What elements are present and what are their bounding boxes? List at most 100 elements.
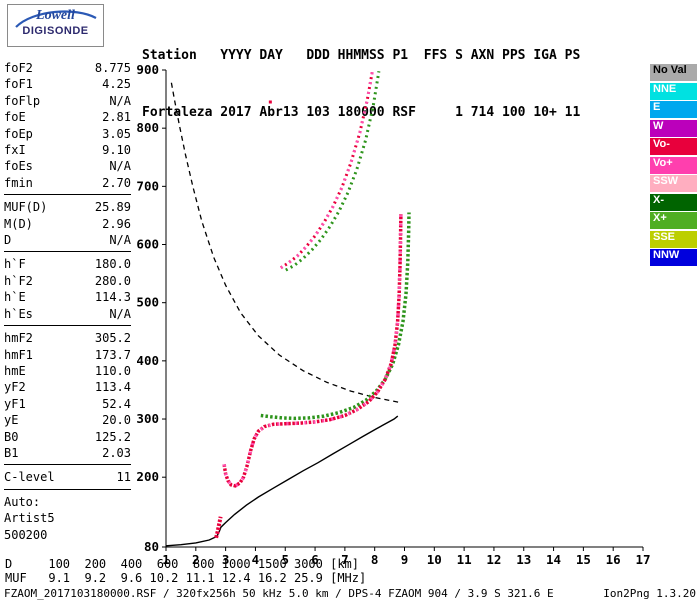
param-value: 25.89 [94,200,131,215]
x-tick-label: 3 [222,552,230,567]
legend-item-vo+: Vo+ [650,156,697,174]
param-row: C-level 11 [4,469,131,485]
x-tick-label: 10 [427,552,442,567]
param-value: 2.03 [102,445,131,460]
param-label: yF1 [4,396,26,411]
param-label: B0 [4,429,19,444]
param-row: yF1 52.4 [4,396,131,412]
param-row: hmE 110.0 [4,363,131,379]
param-label: D [4,233,12,248]
param-label: hmE [4,363,26,378]
x-tick-label: 16 [606,552,621,567]
x-tick-label: 9 [401,552,409,567]
param-row: fxI 9.10 [4,142,131,158]
param-panel: foF2 8.775 foF1 4.25 foFlp N/A foE 2.81 foEp 3.05… [4,60,131,543]
param-row: foEp 3.05 [4,126,131,142]
second-hop-x [285,70,381,272]
param-row: foEs N/A [4,158,131,174]
param-row: B1 2.03 [4,445,131,461]
transmission-curve [170,82,399,403]
echo-dot [268,100,272,104]
y-tick-label: 80 [144,539,159,554]
param-row: h`F 180.0 [4,256,131,272]
y-tick-label: 400 [136,353,159,368]
param-row: foFlp N/A [4,93,131,109]
y-tick-label: 200 [136,469,159,484]
param-footer-line: Artist5 [4,511,55,526]
param-value: 20.0 [102,413,131,428]
legend-item-x+: X+ [650,212,697,229]
param-label: h`F2 [4,273,33,288]
x-tick-label: 5 [281,552,289,567]
logo-product: DIGISONDE [22,25,89,37]
param-row: h`Es N/A [4,306,131,322]
logo-brand: Lowell [36,8,75,23]
param-footer-line: Auto: [4,494,41,509]
param-value: 2.81 [102,110,131,125]
second-hop-o [279,69,375,270]
param-value: 3.05 [102,126,131,141]
range-muf-table: D 100 200 400 600 800 1000 1500 3000 [km… [5,557,366,585]
station-header: Station YYYY DAY DDD HHMMSS P1 FFS S AXN… [142,8,580,160]
param-value: 173.7 [94,347,131,362]
x-tick-label: 8 [371,552,379,567]
param-row: yE 20.0 [4,412,131,428]
second-hop-pink-overlay [279,69,375,270]
x-tick-label: 7 [341,552,349,567]
x-tick-label: 13 [516,552,531,567]
param-row: foF1 4.25 [4,76,131,92]
logo-arc-icon [15,10,97,28]
param-footer-line: 500200 [4,527,48,542]
e-trace [214,516,223,539]
legend-item-w: W [650,119,697,137]
param-row: fmin 2.70 [4,175,131,191]
param-value: 113.4 [94,380,131,395]
status-left: FZAOM_2017103180000.RSF / 320fx256h 50 k… [4,587,554,600]
param-label: hmF2 [4,331,33,346]
param-value: N/A [109,159,131,174]
param-value: 2.70 [102,175,131,190]
param-label: h`F [4,257,26,272]
param-label: foF1 [4,77,33,92]
param-label: hmF1 [4,347,33,362]
param-row: h`E 114.3 [4,289,131,305]
param-label: MUF(D) [4,200,48,215]
param-label: M(D) [4,216,33,231]
param-value: 11 [116,470,131,485]
header-line-2: Fortaleza 2017 Abr13 103 180000 RSF 1 71… [142,105,581,120]
param-value: 9.10 [102,143,131,158]
param-label: B1 [4,445,19,460]
param-row: hmF1 173.7 [4,347,131,363]
y-tick-label: 600 [136,237,159,252]
param-value: 110.0 [94,363,131,378]
y-tick-label: 700 [136,178,159,193]
param-row: yF2 113.4 [4,379,131,395]
param-separator [4,325,131,327]
param-row: MUF(D) 25.89 [4,199,131,215]
legend-item-vo-: Vo- [650,138,697,155]
status-right: Ion2Png 1.3.20 [603,587,696,600]
doppler-direction-legend: No Val NNE E W Vo- Vo+ SSW X- X+ SSE NNW [650,64,697,268]
param-value: N/A [109,233,131,248]
x-tick-label: 4 [252,552,260,567]
param-value: 52.4 [102,396,131,411]
param-value: 8.775 [94,61,131,75]
param-label: foEs [4,159,33,174]
param-row: M(D) 2.96 [4,216,131,232]
true-height-profile [166,415,399,547]
param-value: 114.3 [94,290,131,305]
x-tick-label: 17 [635,552,650,567]
param-label: foE [4,110,26,125]
x-tick-label: 12 [486,552,501,567]
param-row: foF2 8.775 [4,60,131,76]
table-row-muf: MUF 9.1 9.2 9.6 10.2 11.1 12.4 16.2 25.9… [5,571,367,585]
param-row: hmF2 305.2 [4,330,131,346]
legend-item-ssw: SSW [650,175,697,192]
y-tick-label: 300 [136,411,159,426]
param-value: 280.0 [94,273,131,288]
param-label: C-level [4,470,55,485]
param-value: 4.25 [102,77,131,92]
param-label: foEp [4,126,33,141]
